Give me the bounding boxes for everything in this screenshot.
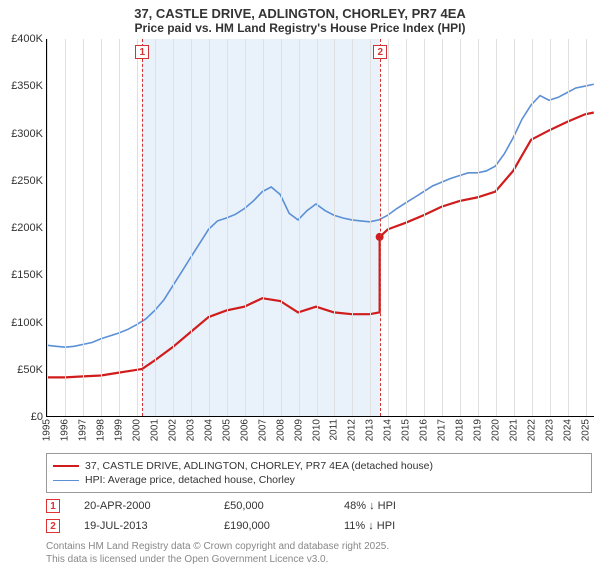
x-axis-tick: 2007	[257, 419, 268, 441]
y-axis-tick: £350K	[1, 80, 43, 92]
x-axis-tick: 2025	[581, 419, 592, 441]
x-gridline	[442, 39, 443, 416]
x-gridline	[263, 39, 264, 416]
sale-price: £50,000	[224, 500, 344, 512]
x-axis-tick: 2014	[383, 419, 394, 441]
x-axis-tick: 1998	[95, 419, 106, 441]
y-axis-tick: £200K	[1, 222, 43, 234]
x-gridline	[406, 39, 407, 416]
x-axis-tick: 2008	[275, 419, 286, 441]
sale-marker-line	[142, 39, 143, 416]
y-axis-tick: £100K	[1, 317, 43, 329]
y-axis-tick: £250K	[1, 175, 43, 187]
x-gridline	[227, 39, 228, 416]
x-axis-tick: 2006	[239, 419, 250, 441]
x-axis-tick: 2021	[509, 419, 520, 441]
x-gridline	[137, 39, 138, 416]
sale-marker-1: 1	[46, 499, 60, 513]
x-axis-tick: 2005	[221, 419, 232, 441]
x-gridline	[65, 39, 66, 416]
x-axis-tick: 2019	[473, 419, 484, 441]
sale-marker-box: 1	[135, 45, 149, 59]
x-gridline	[424, 39, 425, 416]
attribution-line1: Contains HM Land Registry data © Crown c…	[46, 541, 592, 554]
x-axis-tick: 1999	[113, 419, 124, 441]
sale-record-2: 2 19-JUL-2013 £190,000 11% ↓ HPI	[46, 519, 592, 533]
chart-legend: 37, CASTLE DRIVE, ADLINGTON, CHORLEY, PR…	[46, 453, 592, 493]
x-gridline	[119, 39, 120, 416]
x-gridline	[334, 39, 335, 416]
x-gridline	[478, 39, 479, 416]
x-gridline	[352, 39, 353, 416]
x-gridline	[299, 39, 300, 416]
x-gridline	[388, 39, 389, 416]
x-axis-tick: 2000	[131, 419, 142, 441]
x-axis-tick: 2016	[419, 419, 430, 441]
y-axis-tick: £150K	[1, 269, 43, 281]
x-gridline	[173, 39, 174, 416]
x-axis-tick: 2017	[437, 419, 448, 441]
sale-date: 20-APR-2000	[84, 500, 224, 512]
x-gridline	[281, 39, 282, 416]
chart-title-line2: Price paid vs. HM Land Registry's House …	[0, 21, 600, 39]
x-axis-tick: 2010	[311, 419, 322, 441]
y-axis-tick: £300K	[1, 128, 43, 140]
chart-title-line1: 37, CASTLE DRIVE, ADLINGTON, CHORLEY, PR…	[0, 0, 600, 21]
x-axis-tick: 2003	[185, 419, 196, 441]
y-axis-tick: £50K	[1, 364, 43, 376]
legend-item-price-paid: 37, CASTLE DRIVE, ADLINGTON, CHORLEY, PR…	[53, 460, 585, 472]
x-gridline	[245, 39, 246, 416]
x-gridline	[209, 39, 210, 416]
legend-label: HPI: Average price, detached house, Chor…	[85, 474, 295, 486]
x-gridline	[101, 39, 102, 416]
x-axis-tick: 1995	[42, 419, 53, 441]
x-gridline	[532, 39, 533, 416]
sale-hpi-diff: 48% ↓ HPI	[344, 500, 444, 512]
series-price_paid	[47, 113, 594, 378]
x-axis-tick: 2001	[149, 419, 160, 441]
x-axis-tick: 2004	[203, 419, 214, 441]
sale-record-1: 1 20-APR-2000 £50,000 48% ↓ HPI	[46, 499, 592, 513]
x-axis-tick: 2011	[329, 419, 340, 441]
x-gridline	[586, 39, 587, 416]
x-gridline	[317, 39, 318, 416]
x-axis-tick: 2013	[365, 419, 376, 441]
y-axis-tick: £0	[1, 411, 43, 423]
x-gridline	[370, 39, 371, 416]
attribution-text: Contains HM Land Registry data © Crown c…	[46, 541, 592, 566]
x-gridline	[496, 39, 497, 416]
x-axis-tick: 1997	[77, 419, 88, 441]
x-axis-tick: 2023	[545, 419, 556, 441]
x-gridline	[568, 39, 569, 416]
x-axis-tick: 2012	[347, 419, 358, 441]
x-gridline	[191, 39, 192, 416]
sale-hpi-diff: 11% ↓ HPI	[344, 520, 444, 532]
x-axis-tick: 2009	[293, 419, 304, 441]
x-gridline	[155, 39, 156, 416]
sale-marker-2: 2	[46, 519, 60, 533]
sale-marker-line	[380, 39, 381, 416]
x-axis-tick: 2002	[167, 419, 178, 441]
legend-swatch-hpi	[53, 480, 79, 481]
x-gridline	[514, 39, 515, 416]
legend-item-hpi: HPI: Average price, detached house, Chor…	[53, 474, 585, 486]
legend-label: 37, CASTLE DRIVE, ADLINGTON, CHORLEY, PR…	[85, 460, 433, 472]
chart-plot-area: £0£50K£100K£150K£200K£250K£300K£350K£400…	[46, 39, 594, 417]
x-gridline	[460, 39, 461, 416]
sale-price: £190,000	[224, 520, 344, 532]
x-axis-tick: 2022	[527, 419, 538, 441]
x-axis-tick: 2015	[401, 419, 412, 441]
x-gridline	[550, 39, 551, 416]
x-axis-tick: 2020	[491, 419, 502, 441]
x-axis-tick: 2018	[455, 419, 466, 441]
x-gridline	[83, 39, 84, 416]
x-gridline	[47, 39, 48, 416]
x-axis-tick: 1996	[59, 419, 70, 441]
y-axis-tick: £400K	[1, 33, 43, 45]
chart-lines-svg	[47, 39, 594, 416]
sale-marker-box: 2	[373, 45, 387, 59]
legend-swatch-price-paid	[53, 465, 79, 467]
sale-date: 19-JUL-2013	[84, 520, 224, 532]
x-axis-tick: 2024	[563, 419, 574, 441]
